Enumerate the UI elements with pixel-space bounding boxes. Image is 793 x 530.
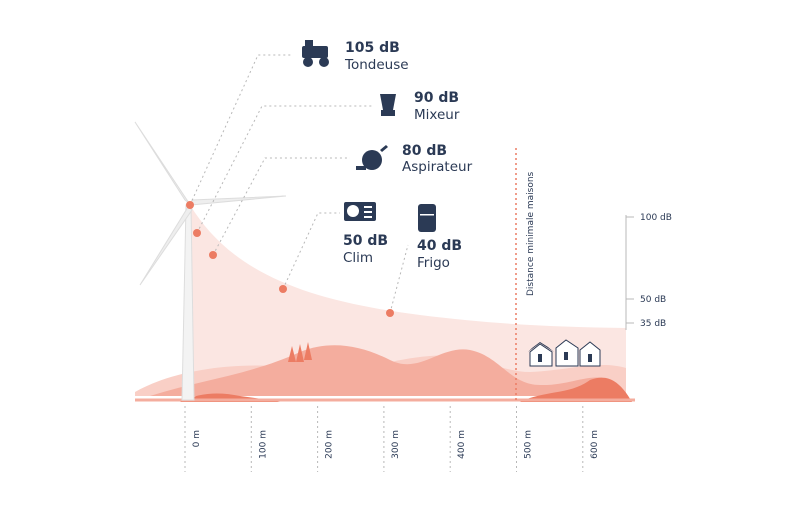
- level: 90 dB: [414, 90, 459, 106]
- min-distance-label: Distance minimale maisons: [526, 171, 536, 296]
- distance-tick-label: 300 m: [391, 430, 401, 459]
- leader: [282, 212, 340, 290]
- distance-tick-label: 600 m: [590, 430, 600, 459]
- hill: [150, 345, 626, 396]
- distance-tick-label: 0 m: [192, 430, 202, 447]
- distance-tick-label: 200 m: [325, 430, 335, 459]
- db-tick-label: 100 dB: [640, 213, 672, 223]
- source: Frigo: [417, 255, 450, 271]
- noise-area: [190, 205, 626, 396]
- distance-tick-label: 400 m: [457, 430, 467, 459]
- level: 40 dB: [417, 238, 462, 254]
- source: Mixeur: [414, 107, 460, 123]
- leader: [189, 54, 292, 206]
- source: Aspirateur: [402, 159, 473, 175]
- leader: [196, 105, 372, 234]
- tree: [288, 342, 312, 362]
- points: [186, 201, 394, 317]
- level: 80 dB: [402, 143, 447, 159]
- roofs: [528, 342, 592, 362]
- level: 105 dB: [345, 40, 400, 56]
- source: Tondeuse: [344, 57, 409, 73]
- distance-tick-label: 100 m: [258, 430, 268, 459]
- distance-tick-label: 500 m: [524, 430, 534, 459]
- leader: [389, 244, 409, 314]
- db-tick-label: 35 dB: [640, 319, 666, 329]
- db-tick-label: 50 dB: [640, 295, 666, 305]
- leader: [212, 157, 350, 256]
- level: 50 dB: [343, 233, 388, 249]
- source: Clim: [343, 250, 373, 266]
- wind-turbine: [134, 121, 287, 401]
